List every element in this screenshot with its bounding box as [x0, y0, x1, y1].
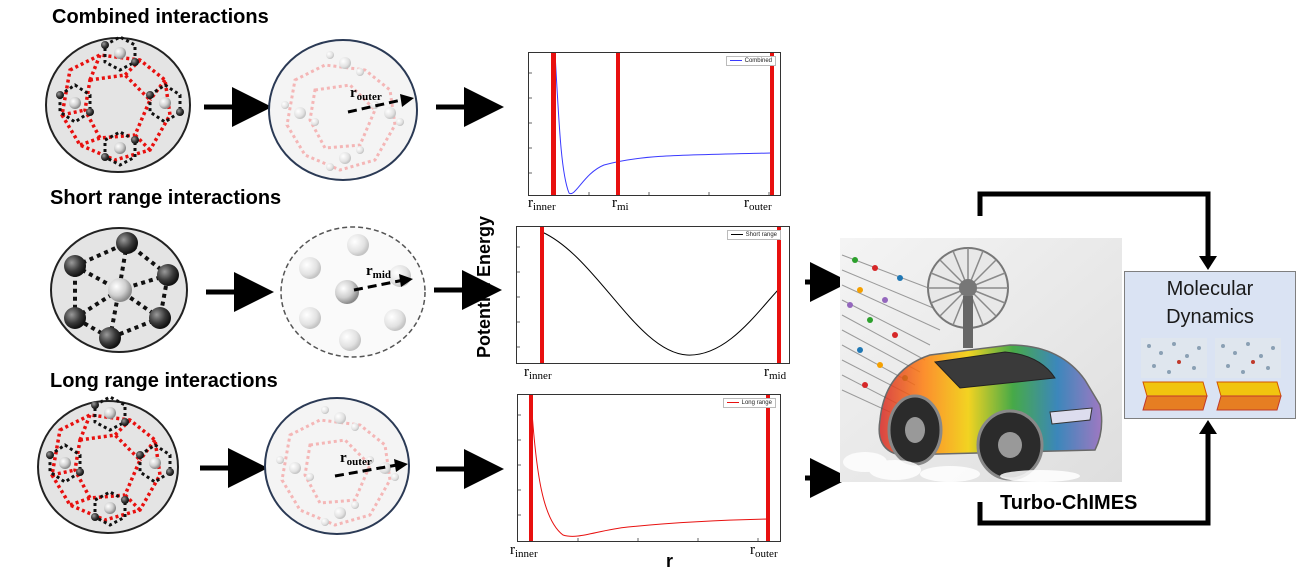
label-r-outer-circle-long: router — [340, 450, 372, 468]
heading-combined-interactions: Combined interactions — [52, 6, 269, 28]
plot-long-range: Long range — [517, 394, 781, 542]
label-r-outer-combined-main: r — [744, 195, 749, 211]
legend-short-swatch — [730, 233, 743, 235]
legend-combined-text: Combined — [744, 58, 772, 64]
label-r-inner-combined-main: r — [528, 195, 533, 211]
plot-short-range: Short range — [516, 226, 790, 364]
long-molecule-circle — [37, 395, 179, 534]
long-cutoff-circle — [264, 397, 410, 535]
feedback-connector-bottom — [977, 432, 1211, 526]
label-r-outer-long-sub: outer — [755, 548, 778, 560]
label-r-mid-circle: rmid — [366, 263, 391, 281]
short-cutoff-circle — [280, 226, 426, 358]
legend-long-text: Long range — [741, 400, 772, 406]
label-r-mid-sub: mid — [769, 370, 787, 382]
md-title: Molecular Dynamics — [1166, 278, 1254, 328]
legend-long-swatch — [726, 401, 739, 403]
label-r-outer-circle-long-main: r — [340, 450, 347, 466]
label-r-outer-circle-combined: router — [350, 85, 382, 103]
combined-cutoff-circle — [268, 39, 418, 181]
label-r-mid-circle-sub: mid — [372, 269, 392, 281]
plot-combined: Combined — [528, 52, 781, 196]
label-r-outer-circle-combined-main: r — [350, 85, 357, 101]
label-r-outer-circle-long-sub: outer — [346, 456, 372, 468]
label-r-inner-long-sub: inner — [515, 548, 538, 560]
label-r-outer-combined-sub: outer — [749, 201, 772, 213]
label-r-mi: rmi — [612, 195, 629, 213]
label-r-mi-sub: mi — [617, 201, 629, 213]
turbo-car-illustration — [840, 238, 1122, 482]
heading-short-range-interactions: Short range interactions — [50, 187, 282, 209]
label-r-inner-short-main: r — [524, 364, 529, 380]
x-axis-label: r — [666, 551, 674, 571]
arrow-into-md-bottom — [1199, 420, 1217, 434]
label-r-inner-short-sub: inner — [529, 370, 552, 382]
legend-short-text: Short range — [745, 232, 777, 238]
feedback-connector-top — [977, 191, 1211, 258]
label-r-inner-combined-sub: inner — [533, 201, 556, 213]
legend-short-range: Short range — [726, 230, 781, 240]
label-r-outer-combined: router — [744, 195, 772, 213]
arrow-into-md-top — [1199, 256, 1217, 270]
label-r-inner-combined: rinner — [528, 195, 556, 213]
label-r-inner-short: rinner — [524, 364, 552, 382]
label-r-mi-main: r — [612, 195, 617, 211]
y-axis-label: Potential Energy — [474, 215, 494, 358]
label-r-outer-long-main: r — [750, 542, 755, 558]
heading-long-range-interactions: Long range interactions — [50, 370, 278, 392]
legend-long-range: Long range — [722, 398, 776, 408]
md-snapshot-images — [1141, 338, 1282, 411]
combined-molecule-circle — [45, 35, 191, 173]
label-r-mid-main: r — [764, 364, 769, 380]
label-r-outer-long: router — [750, 542, 778, 560]
legend-combined: Combined — [725, 56, 776, 66]
label-r-outer-circle-combined-sub: outer — [356, 91, 382, 103]
turbo-chimes-label: Turbo-ChIMES — [1000, 492, 1138, 514]
label-r-mid: rmid — [764, 364, 786, 382]
molecular-dynamics-box: Molecular Dynamics — [1124, 271, 1296, 419]
label-r-inner-long-main: r — [510, 542, 515, 558]
legend-combined-swatch — [729, 59, 742, 61]
short-molecule-circle — [50, 227, 188, 353]
label-r-inner-long: rinner — [510, 542, 538, 560]
label-r-mid-circle-main: r — [366, 263, 373, 279]
